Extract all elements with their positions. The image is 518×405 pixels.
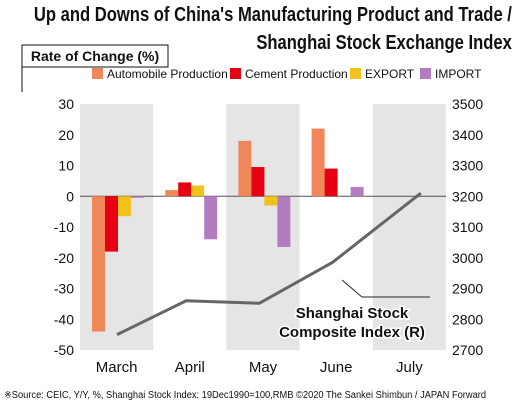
stock-label-line2: Composite Index (R)	[279, 324, 425, 341]
y-tick-label: -30	[54, 281, 74, 297]
bar-cement-production-april	[178, 182, 192, 197]
y-tick-label: 0	[66, 188, 74, 204]
bar-export-march	[118, 196, 131, 217]
bar-automobile-production-june	[311, 128, 325, 197]
y-tick-label: 30	[58, 96, 74, 112]
bar-cement-production-march	[105, 196, 118, 252]
y-tick-label: 20	[58, 127, 74, 143]
y-tick-label: -20	[54, 250, 74, 266]
bar-automobile-production-march	[92, 196, 105, 332]
bar-export-may	[264, 196, 278, 206]
bar-cement-production-june	[324, 168, 338, 197]
legend-swatch-3	[350, 68, 361, 79]
legend-swatch-4	[420, 68, 431, 79]
x-tick-label-july: July	[396, 359, 423, 376]
y2-tick-label: 3300	[452, 158, 483, 174]
stock-label-leader	[341, 279, 363, 298]
bar-export-april	[191, 185, 205, 197]
legend-label-4: IMPORT	[435, 67, 482, 81]
y2-tick-label: 3100	[452, 219, 483, 235]
stock-index-line	[116, 191, 422, 336]
y-tick-label: -50	[54, 342, 74, 358]
bar-import-june	[350, 187, 364, 197]
x-tick-label-april: April	[175, 359, 205, 376]
legend-label-1: Automobile Production	[107, 67, 228, 81]
legend-swatch-2	[230, 68, 241, 79]
y2-tick-label: 2900	[452, 281, 483, 297]
bar-import-april	[204, 196, 218, 240]
bar-automobile-production-may	[238, 140, 252, 197]
legend-label-2: Cement Production	[245, 67, 348, 81]
x-tick-label-march: March	[96, 359, 138, 376]
chart-title-line2: Shanghai Stock Exchange Index	[256, 32, 512, 54]
month-shade-july	[372, 104, 446, 350]
stock-label-line1: Shanghai Stock	[296, 305, 409, 322]
x-tick-label-june: June	[320, 359, 353, 376]
y2-tick-label: 2800	[452, 311, 483, 327]
x-tick-label-may: May	[249, 359, 278, 376]
y-tick-label: -40	[54, 311, 74, 327]
ylabel-box	[21, 44, 169, 68]
legend-label-3: EXPORT	[365, 67, 415, 81]
y2-tick-label: 3000	[452, 250, 483, 266]
legend-swatch-1	[92, 68, 103, 79]
y2-tick-label: 3400	[452, 127, 483, 143]
bar-import-march	[131, 196, 144, 198]
bar-import-may	[277, 196, 291, 247]
bar-automobile-production-april	[165, 190, 179, 197]
y2-tick-label: 2700	[452, 342, 483, 358]
chart-title-line1: Up and Downs of China's Manufacturing Pr…	[33, 4, 512, 26]
y-tick-label: -10	[54, 219, 74, 235]
y-tick-label: 10	[58, 158, 74, 174]
source-footer: ※Source: CEIC, Y/Y, %, Shanghai Stock In…	[4, 390, 487, 401]
y2-tick-label: 3200	[452, 188, 483, 204]
ylabel: Rate of Change (%)	[31, 48, 159, 64]
bar-cement-production-may	[251, 167, 265, 197]
y2-tick-label: 3500	[452, 96, 483, 112]
